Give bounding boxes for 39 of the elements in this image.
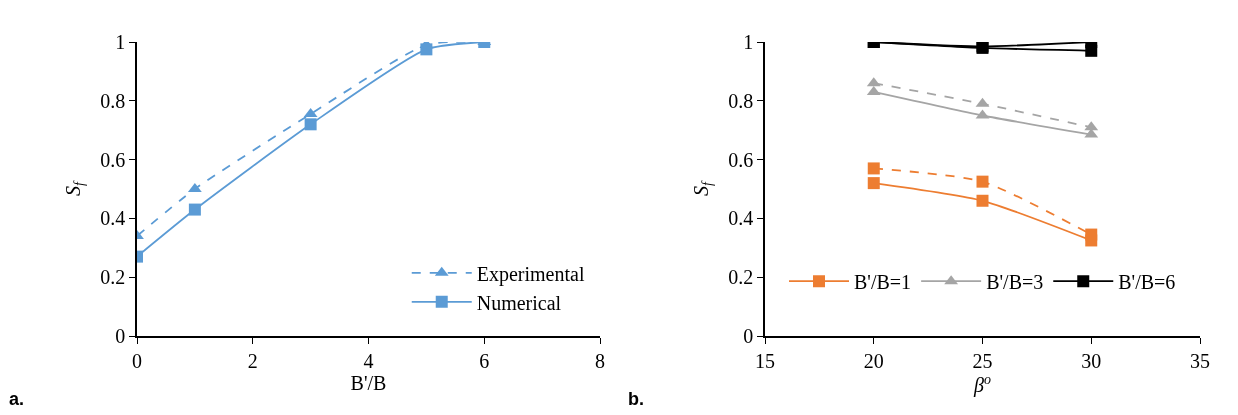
y-tick-label: 0.4	[100, 207, 126, 230]
y-tick-label: 0	[743, 325, 754, 347]
y-tick-label: 1	[115, 31, 126, 53]
x-axis-title: B'/B	[350, 371, 387, 394]
legend-label: Numerical	[476, 291, 562, 314]
text: a.	[9, 389, 25, 409]
y-tick-label: 0.2	[100, 266, 126, 289]
legend-label: B'/B=6	[1118, 271, 1176, 294]
x-tick-label: 35	[1190, 349, 1210, 372]
point	[976, 175, 989, 188]
y-tick-label: 0.4	[728, 207, 754, 230]
x-tick-label: 0	[132, 349, 142, 372]
point	[420, 43, 433, 56]
point	[1085, 228, 1098, 241]
x-tick-label: 4	[363, 349, 374, 372]
legend-label: B'/B=3	[986, 271, 1044, 294]
y-tick-label: 0.6	[100, 148, 126, 171]
x-axis-title: β$^{o}$	[973, 371, 991, 398]
y-tick-label: 0.2	[728, 266, 754, 289]
point	[976, 194, 989, 207]
x-tick-label: 25	[972, 349, 993, 372]
x-tick-label: 6	[479, 349, 490, 372]
x-tick-label: 2	[247, 349, 258, 372]
y-tick-label: 0.8	[728, 89, 754, 112]
point	[867, 177, 880, 190]
y-tick-label: 0.6	[728, 148, 754, 171]
x-tick-label: 30	[1081, 349, 1102, 372]
point	[867, 162, 880, 175]
point	[304, 118, 317, 131]
legend-label: B'/B=1	[854, 271, 912, 294]
x-tick-label: 8	[595, 349, 605, 372]
x-tick-label: 15	[755, 349, 775, 372]
x-tick-label: 20	[863, 349, 884, 372]
y-tick-label: 0.8	[100, 89, 126, 112]
y-tick-label: 0	[115, 325, 126, 347]
text: b.	[628, 389, 644, 409]
legend-label: Experimental	[476, 262, 585, 286]
y-tick-label: 1	[743, 31, 754, 53]
point	[188, 203, 201, 216]
